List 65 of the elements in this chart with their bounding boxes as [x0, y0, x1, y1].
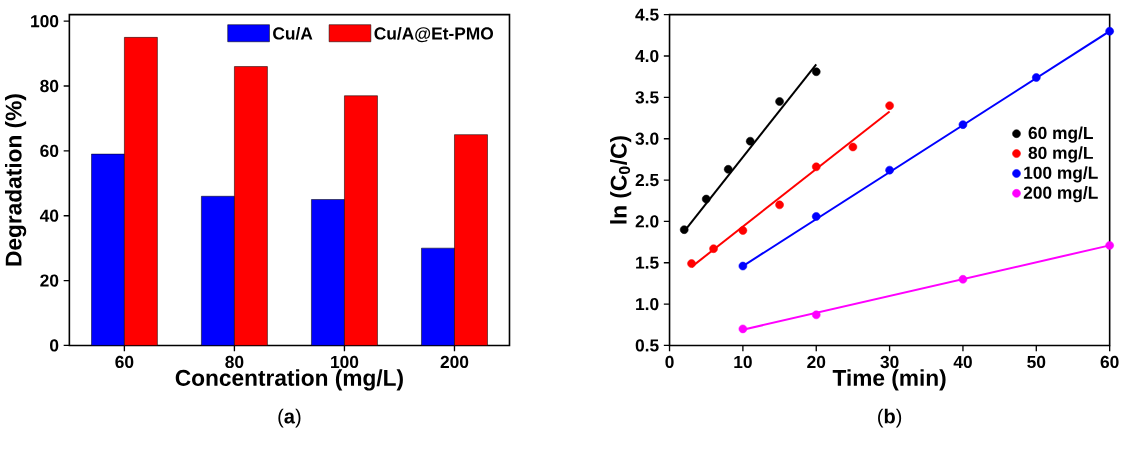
x-tick-label: 50 — [1027, 355, 1046, 369]
legend-label: 200 mg/L — [1023, 186, 1098, 203]
point — [811, 67, 821, 77]
y-tick-label: 100 — [31, 15, 59, 28]
text: (a) — [278, 408, 301, 428]
point — [811, 310, 821, 320]
x-tick-label: 40 — [953, 355, 972, 369]
y-tick-label: 60 — [40, 144, 59, 158]
y-axis-title: ln (C$_{0}$/C) — [610, 136, 632, 224]
point — [723, 165, 733, 174]
point — [958, 275, 968, 284]
y-tick-label: 4.0 — [635, 49, 659, 63]
y-tick-label: 4.5 — [635, 8, 659, 21]
point — [687, 259, 696, 268]
legend-label: Cu/A@Et-PMO — [374, 26, 494, 43]
x-tick-label: 100 — [331, 355, 359, 369]
x-tick-label: 200 — [440, 355, 469, 369]
point — [811, 162, 821, 172]
y-tick-label: 40 — [39, 209, 59, 222]
point — [1105, 27, 1114, 36]
bar — [311, 199, 345, 346]
x-tick-label: 0 — [665, 355, 674, 369]
y-tick-label: 2.5 — [635, 174, 659, 187]
bar — [91, 153, 125, 346]
text: (b) — [878, 408, 902, 428]
y-axis-title: Degradation (%) — [4, 94, 27, 266]
point — [738, 261, 748, 271]
x-tick-label: 10 — [734, 355, 752, 369]
x-tick-label: 30 — [880, 355, 899, 369]
legend-label: 80 mg/L — [1028, 146, 1093, 163]
point — [745, 137, 755, 146]
point — [885, 165, 894, 175]
point — [775, 200, 784, 210]
bar — [201, 196, 235, 346]
x-axis-title: Concentration (mg/L) — [175, 369, 403, 391]
point — [738, 324, 748, 334]
point — [775, 97, 784, 106]
x-tick-label: 80 — [225, 355, 244, 369]
point — [1105, 241, 1114, 250]
y-tick-label: 3.5 — [635, 91, 659, 104]
legend-label: 100 mg/L — [1024, 166, 1098, 183]
y-tick-label: 20 — [40, 274, 59, 287]
point — [958, 120, 968, 130]
y-tick-label: 80 — [40, 79, 59, 93]
bar — [421, 247, 455, 346]
point — [679, 225, 689, 235]
x-tick-label: 60 — [115, 355, 134, 369]
point — [811, 212, 821, 221]
y-tick-label: 3.0 — [635, 132, 659, 145]
y-tick-label: 0.5 — [635, 339, 659, 352]
point — [709, 244, 718, 254]
x-axis-title: Time (min) — [832, 369, 946, 391]
point — [738, 226, 748, 235]
x-tick-label: 20 — [807, 355, 826, 369]
point — [701, 194, 711, 204]
legend-label: Cu/A — [273, 26, 313, 40]
y-tick-label: 0 — [50, 339, 59, 352]
y-tick-label: 2.0 — [635, 215, 659, 228]
x-tick-label: 60 — [1100, 355, 1119, 369]
legend-label: 60 mg/L — [1028, 126, 1093, 143]
point — [1032, 73, 1041, 82]
y-tick-label: 1.0 — [636, 298, 659, 311]
point — [885, 101, 894, 110]
y-tick-label: 1.5 — [636, 256, 659, 269]
point — [848, 142, 858, 152]
